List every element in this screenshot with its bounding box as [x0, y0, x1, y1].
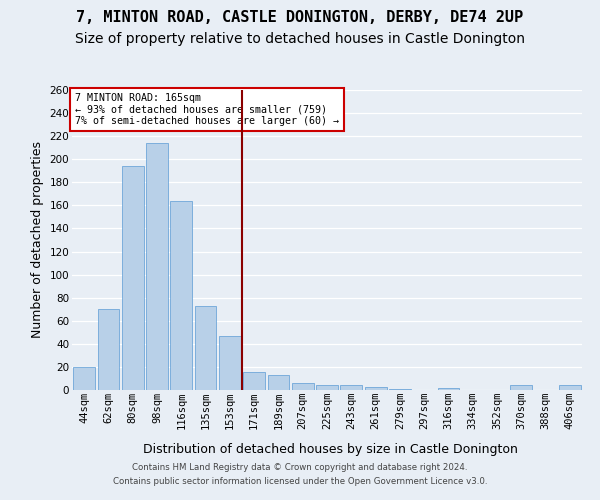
Text: Contains public sector information licensed under the Open Government Licence v3: Contains public sector information licen…	[113, 477, 487, 486]
Y-axis label: Number of detached properties: Number of detached properties	[31, 142, 44, 338]
Bar	[122, 166, 143, 390]
Bar	[316, 386, 338, 390]
Text: 7, MINTON ROAD, CASTLE DONINGTON, DERBY, DE74 2UP: 7, MINTON ROAD, CASTLE DONINGTON, DERBY,…	[76, 10, 524, 25]
Text: Distribution of detached houses by size in Castle Donington: Distribution of detached houses by size …	[143, 442, 517, 456]
Bar	[268, 375, 289, 390]
Bar	[559, 386, 581, 390]
Bar	[219, 336, 241, 390]
Bar	[437, 388, 460, 390]
Bar	[511, 386, 532, 390]
Text: Size of property relative to detached houses in Castle Donington: Size of property relative to detached ho…	[75, 32, 525, 46]
Bar	[146, 143, 168, 390]
Bar	[170, 201, 192, 390]
Bar	[243, 372, 265, 390]
Bar	[389, 389, 411, 390]
Bar	[340, 386, 362, 390]
Text: Contains HM Land Registry data © Crown copyright and database right 2024.: Contains HM Land Registry data © Crown c…	[132, 464, 468, 472]
Bar	[365, 386, 386, 390]
Bar	[194, 306, 217, 390]
Bar	[73, 367, 95, 390]
Bar	[292, 383, 314, 390]
Text: 7 MINTON ROAD: 165sqm
← 93% of detached houses are smaller (759)
7% of semi-deta: 7 MINTON ROAD: 165sqm ← 93% of detached …	[74, 93, 338, 126]
Bar	[97, 309, 119, 390]
